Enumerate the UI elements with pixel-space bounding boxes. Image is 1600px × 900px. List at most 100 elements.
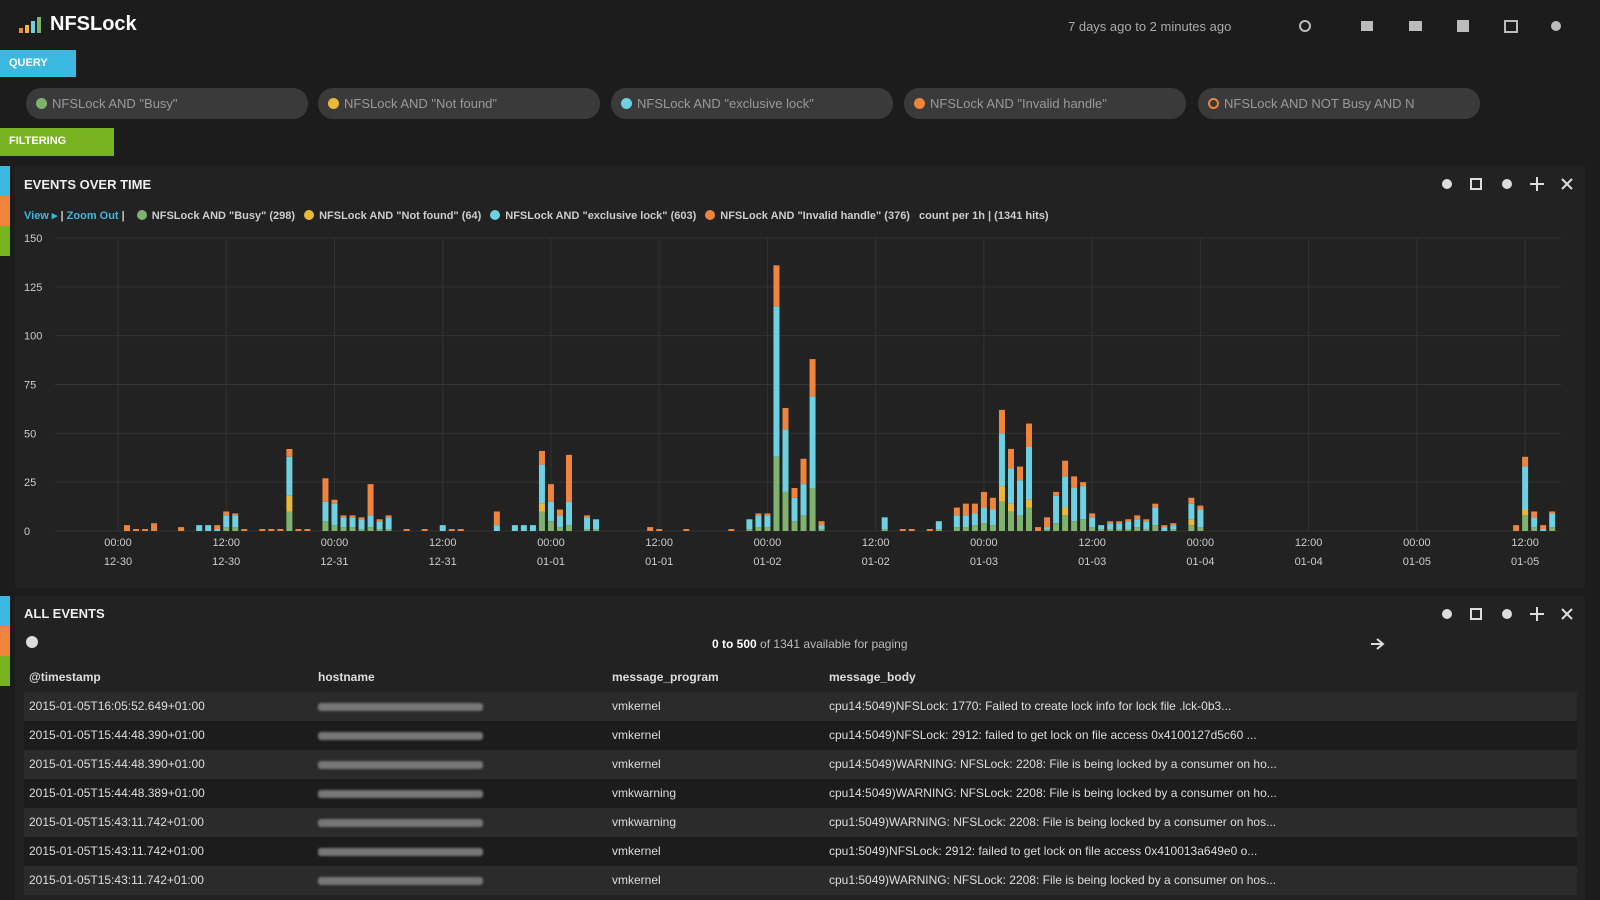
bar-segment (566, 525, 572, 531)
bar-segment (1053, 523, 1060, 531)
bar-segment (295, 529, 302, 531)
query-button[interactable]: QUERY (0, 50, 76, 77)
bar-segment (1143, 519, 1150, 522)
bar-segment (529, 525, 536, 531)
bar-segment (1188, 497, 1195, 504)
filtering-button[interactable]: FILTERING (0, 128, 114, 156)
bar-segment (980, 523, 987, 531)
x-tick-date: 12-31 (429, 556, 457, 568)
bar-segment (1098, 529, 1105, 531)
share-icon[interactable] (1504, 20, 1518, 33)
table-row[interactable]: 2015-01-05T16:05:52.649+01:00 vmkernel cpu… (24, 692, 1577, 721)
table-row[interactable]: 2015-01-05T15:44:48.390+01:00 vmkernel cpu… (24, 721, 1577, 750)
x-tick-date: 01-03 (1078, 556, 1106, 568)
bar-segment (1152, 507, 1159, 526)
bar-segment (656, 529, 663, 531)
bar-segment (547, 521, 554, 531)
bar-segment (421, 529, 428, 531)
bar-segment (232, 515, 239, 528)
bar-segment (1026, 499, 1033, 508)
bar-segment (1161, 525, 1168, 528)
column-header[interactable]: hostname (318, 670, 375, 684)
bar-segment (511, 525, 518, 531)
query-dot (36, 98, 47, 109)
bar-segment (331, 525, 338, 531)
column-header[interactable]: message_body (829, 670, 916, 684)
column-header[interactable]: @timestamp (29, 670, 101, 684)
query-pill[interactable]: NFSLock AND "exclusive lock" (611, 88, 893, 119)
bar-segment (133, 529, 140, 531)
x-tick-label: 00:00 (970, 537, 998, 549)
query-pill[interactable]: NFSLock AND "Not found" (318, 88, 600, 119)
bar-segment (584, 529, 591, 531)
table-row[interactable]: 2015-01-05T15:44:48.390+01:00 vmkernel cpu… (24, 750, 1577, 779)
table-row[interactable]: 2015-01-05T15:43:11.742+01:00 vmkwarning c… (24, 808, 1577, 837)
table-options[interactable] (24, 634, 40, 650)
bar-segment (1531, 527, 1538, 531)
legend-label: NFSLock AND "Not found" (64) (319, 210, 482, 222)
settings-icon[interactable] (1551, 21, 1561, 31)
panel-strip (0, 226, 10, 256)
bar-segment (791, 521, 798, 531)
bar-segment (1549, 513, 1556, 528)
table-row[interactable]: 2015-01-05T15:43:11.742+01:00 vmkernel cpu… (24, 837, 1577, 866)
panel-title: ALL EVENTS (24, 606, 105, 621)
bar-segment (593, 529, 600, 531)
cell-timestamp: 2015-01-05T15:44:48.390+01:00 (29, 757, 205, 771)
paging: 0 to 500 of 1341 available for paging (712, 637, 908, 651)
bar-segment (1134, 515, 1141, 520)
bar-segment (1035, 527, 1042, 531)
bar-segment (998, 501, 1005, 531)
bar-segment (178, 527, 185, 531)
bar-segment (385, 515, 392, 518)
cell-program: vmkernel (612, 844, 661, 858)
bar-segment (277, 529, 284, 531)
bar-segment (322, 521, 329, 531)
x-tick-label: 00:00 (1187, 537, 1215, 549)
refresh-icon[interactable] (1299, 20, 1311, 32)
bar-segment (1053, 495, 1060, 524)
query-text: NFSLock AND "Invalid handle" (930, 96, 1107, 111)
y-tick-label: 150 (24, 233, 42, 245)
table-row[interactable]: 2015-01-05T15:43:11.742+01:00 vmkernel cpu… (24, 866, 1577, 895)
cell-timestamp: 2015-01-05T15:44:48.390+01:00 (29, 728, 205, 742)
home-icon[interactable] (1361, 21, 1373, 31)
bar-segment (1044, 527, 1051, 530)
bar-segment (1062, 507, 1069, 516)
bar-segment (439, 525, 446, 531)
x-tick-date: 01-01 (645, 556, 673, 568)
bar-segment (935, 521, 942, 530)
bar-segment (1540, 529, 1547, 531)
time-range[interactable]: 7 days ago to 2 minutes ago (1068, 19, 1232, 34)
query-dot (1208, 98, 1219, 109)
bar-segment (547, 484, 554, 502)
bar-segment (1188, 525, 1195, 531)
query-text: NFSLock AND NOT Busy AND N (1224, 96, 1415, 111)
bar-segment (989, 525, 996, 531)
cell-program: vmkernel (612, 699, 661, 713)
x-tick-date: 01-02 (753, 556, 781, 568)
bar-segment (746, 519, 753, 530)
query-pill[interactable]: NFSLock AND NOT Busy AND N (1198, 88, 1480, 119)
query-pill[interactable]: NFSLock AND "Busy" (26, 88, 308, 119)
query-pill[interactable]: NFSLock AND "Invalid handle" (904, 88, 1186, 119)
bar-segment (1134, 527, 1141, 531)
open-icon[interactable] (1409, 21, 1422, 31)
column-header[interactable]: message_program (612, 670, 719, 684)
bar-segment (989, 509, 996, 526)
table-row[interactable]: 2015-01-05T15:44:48.389+01:00 vmkwarning c… (24, 779, 1577, 808)
cell-hostname-redacted (318, 877, 483, 885)
bar-segment (1197, 509, 1204, 528)
panel-strip (0, 196, 10, 226)
next-page[interactable] (1370, 637, 1386, 651)
bar-segment (782, 429, 789, 492)
save-icon[interactable] (1457, 20, 1469, 32)
zoom-out-link[interactable]: Zoom Out (66, 210, 119, 222)
bar-segment (358, 517, 365, 520)
bar-segment (286, 511, 293, 531)
bar-segment (538, 511, 545, 531)
view-link[interactable]: View (24, 210, 49, 222)
bar-segment (349, 527, 356, 531)
bar-segment (376, 519, 383, 522)
